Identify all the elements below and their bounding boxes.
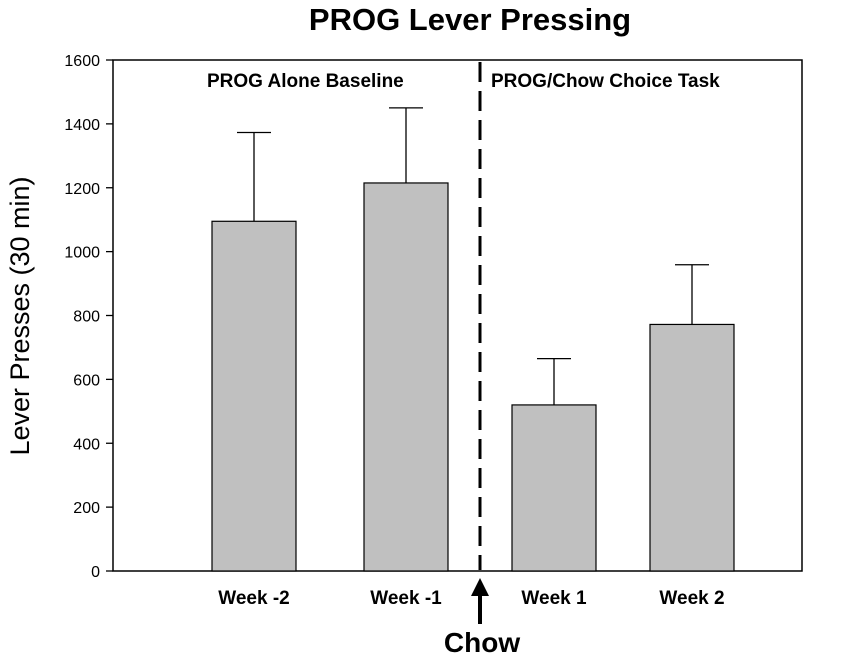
chart-title: PROG Lever Pressing [309,2,631,37]
y-tick-label: 200 [73,500,100,517]
y-tick-label: 1400 [64,117,100,134]
y-tick-label: 1600 [64,53,100,70]
category-label: Week -2 [218,588,289,609]
y-tick-label: 800 [73,309,100,326]
left-region-label: PROG Alone Baseline [207,71,404,92]
category-label: Week 1 [521,588,587,609]
y-axis-ticks: 0 200 400 600 800 1000 1200 1400 1600 [64,53,113,581]
y-tick-label: 1000 [64,245,100,262]
y-tick-label: 400 [73,436,100,453]
y-tick-label: 0 [91,564,100,581]
bar [649,323,735,572]
category-label: Week -1 [370,588,442,609]
bars-group [211,107,735,572]
bar [363,182,449,572]
bar [211,220,297,572]
y-tick-label: 600 [73,372,100,389]
y-axis-label: Lever Presses (30 min) [5,176,35,455]
category-label: Week 2 [659,588,724,609]
right-region-label: PROG/Chow Choice Task [491,71,720,92]
chow-arrow-icon [471,578,489,624]
y-tick-label: 1200 [64,181,100,198]
category-labels: Week -2 Week -1 Week 1 Week 2 [218,588,724,609]
chow-marker-label: Chow [444,627,520,658]
bar [511,404,597,572]
